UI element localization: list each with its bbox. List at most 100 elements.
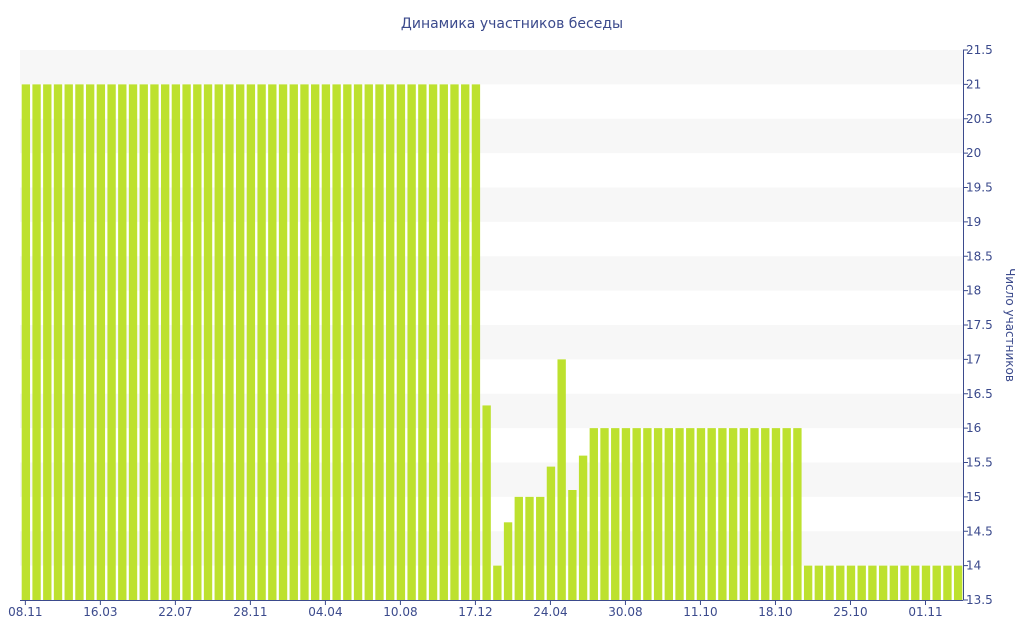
y-tick-label: 16.5 bbox=[966, 387, 993, 401]
bar bbox=[632, 428, 641, 600]
bar bbox=[503, 522, 513, 600]
bar bbox=[771, 428, 781, 600]
bar bbox=[461, 84, 470, 600]
bar bbox=[257, 84, 266, 600]
y-tick-label: 18.5 bbox=[966, 249, 993, 263]
bar bbox=[696, 428, 706, 600]
grid-band bbox=[20, 50, 963, 85]
bar bbox=[514, 496, 523, 600]
bar bbox=[225, 84, 234, 600]
x-tick-label: 17.12 bbox=[458, 605, 492, 619]
bar bbox=[311, 84, 320, 600]
bar bbox=[728, 428, 738, 600]
bar bbox=[482, 405, 491, 600]
bar bbox=[128, 84, 138, 600]
bar bbox=[32, 84, 41, 600]
bar bbox=[418, 84, 427, 600]
bar bbox=[857, 565, 866, 600]
bar bbox=[407, 84, 416, 600]
bar bbox=[107, 84, 116, 600]
y-tick-label: 14.5 bbox=[966, 524, 993, 538]
y-tick-label: 21.5 bbox=[966, 43, 993, 57]
axes bbox=[20, 49, 968, 605]
bar bbox=[75, 84, 84, 600]
bar bbox=[471, 84, 481, 600]
y-tick-labels: 13.5 14 14.5 15 15.5 16 16.5 17 17.5 18 18.5 19 19.5… bbox=[966, 43, 993, 607]
y-tick-label: 16 bbox=[966, 421, 981, 435]
bar bbox=[64, 84, 73, 600]
x-tick-label: 30.08 bbox=[608, 605, 642, 619]
y-tick-label: 14 bbox=[966, 559, 981, 573]
bar bbox=[814, 565, 824, 600]
x-tick-label: 28.11 bbox=[233, 605, 267, 619]
bar bbox=[718, 428, 727, 600]
bar bbox=[278, 84, 288, 600]
bar bbox=[343, 84, 352, 600]
x-tick-label: 08.11 bbox=[8, 605, 42, 619]
bar bbox=[203, 84, 213, 600]
y-tick-label: 18 bbox=[966, 284, 981, 298]
chart-title: Динамика участников беседы bbox=[401, 16, 623, 32]
bar bbox=[782, 428, 791, 600]
bar bbox=[761, 428, 770, 600]
bar bbox=[878, 565, 888, 600]
bar bbox=[268, 84, 277, 600]
bar bbox=[439, 84, 448, 600]
x-tick-label: 10.08 bbox=[383, 605, 417, 619]
bar bbox=[578, 455, 588, 600]
bar bbox=[536, 496, 545, 600]
x-tick-label: 04.04 bbox=[308, 605, 342, 619]
bar bbox=[150, 84, 159, 600]
bar bbox=[600, 428, 609, 600]
bar bbox=[193, 84, 202, 600]
bar bbox=[85, 84, 95, 600]
bar bbox=[364, 84, 373, 600]
bar bbox=[214, 84, 223, 600]
x-tick-label: 25.10 bbox=[833, 605, 867, 619]
bar bbox=[653, 428, 663, 600]
bar bbox=[171, 84, 181, 600]
bars bbox=[21, 84, 963, 600]
bar bbox=[621, 428, 631, 600]
bar bbox=[589, 428, 598, 600]
bar bbox=[739, 428, 749, 600]
x-tick-labels: 08.11 16.03 22.07 28.11 04.04 10.08 17.12 24.04… bbox=[8, 605, 942, 619]
y-tick-label: 19.5 bbox=[966, 181, 993, 195]
x-tick-label: 01.11 bbox=[908, 605, 942, 619]
y-tick-label: 20.5 bbox=[966, 112, 993, 126]
x-tick-label: 24.04 bbox=[533, 605, 567, 619]
bar bbox=[450, 84, 459, 600]
bar bbox=[300, 84, 309, 600]
bar bbox=[707, 428, 716, 600]
bar bbox=[525, 496, 534, 600]
bar bbox=[750, 428, 759, 600]
x-tick-label: 22.07 bbox=[158, 605, 192, 619]
bar bbox=[943, 565, 952, 600]
bar bbox=[546, 466, 556, 600]
y-tick-label: 17 bbox=[966, 352, 981, 366]
bar bbox=[932, 565, 941, 600]
bar bbox=[664, 428, 673, 600]
bar bbox=[803, 565, 813, 600]
y-tick-label: 15.5 bbox=[966, 456, 993, 470]
bar bbox=[921, 565, 931, 600]
bar bbox=[643, 428, 652, 600]
y-tick-label: 13.5 bbox=[966, 593, 993, 607]
bar bbox=[793, 428, 802, 600]
bar bbox=[900, 565, 909, 600]
bar bbox=[321, 84, 331, 600]
bar bbox=[825, 565, 834, 600]
y-tick-label: 21 bbox=[966, 77, 981, 91]
bar bbox=[493, 565, 502, 600]
bar bbox=[868, 565, 877, 600]
bar bbox=[386, 84, 395, 600]
bar bbox=[353, 84, 363, 600]
bar bbox=[568, 490, 577, 600]
bar bbox=[139, 84, 148, 600]
bar bbox=[289, 84, 298, 600]
y-tick-label: 17.5 bbox=[966, 318, 993, 332]
bar bbox=[332, 84, 341, 600]
bar bbox=[182, 84, 191, 600]
y-tick-label: 20 bbox=[966, 146, 981, 160]
